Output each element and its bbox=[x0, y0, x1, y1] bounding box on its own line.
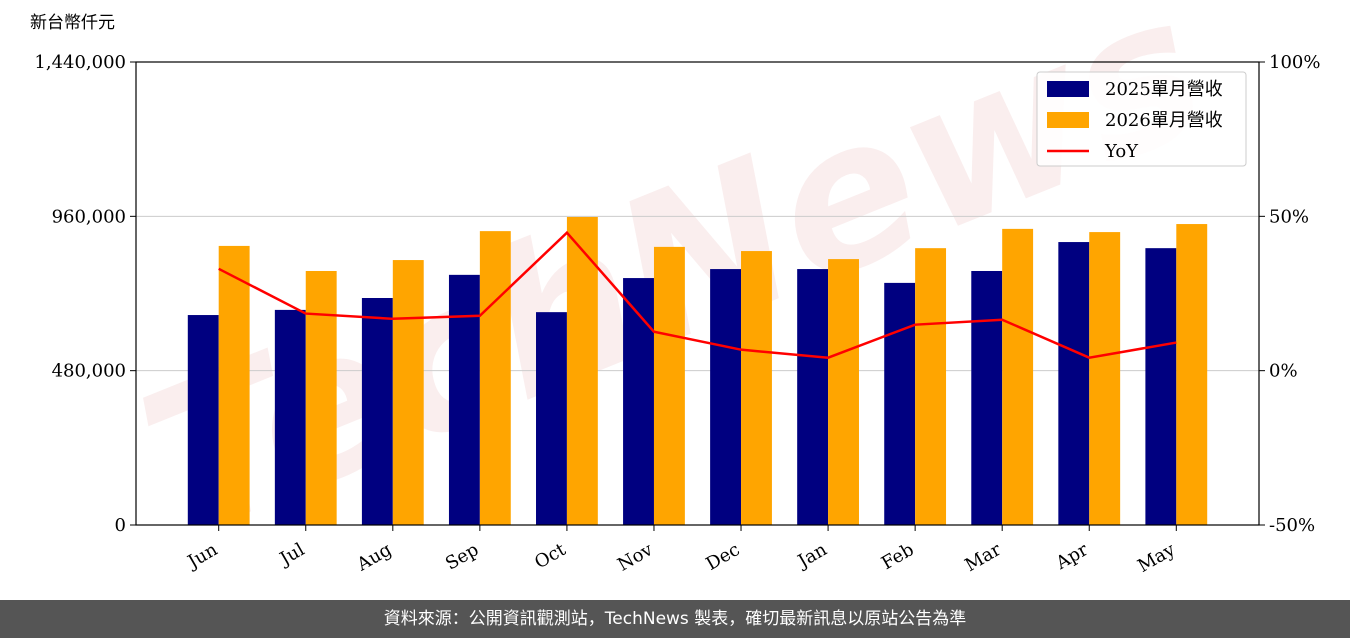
x-tick-label: Nov bbox=[614, 539, 657, 576]
y-tick-label: 0 bbox=[115, 515, 126, 536]
bar bbox=[448, 274, 480, 525]
bar bbox=[653, 246, 685, 525]
bar bbox=[274, 309, 306, 525]
bar bbox=[392, 260, 424, 525]
bar bbox=[566, 216, 598, 526]
bar bbox=[218, 245, 250, 526]
legend-label: 2026單月營收 bbox=[1105, 110, 1223, 131]
y2-tick-label: 50% bbox=[1269, 206, 1309, 227]
bar bbox=[797, 269, 829, 525]
x-tick-label: Sep bbox=[442, 539, 482, 574]
bar bbox=[710, 269, 742, 525]
bar bbox=[1002, 228, 1034, 525]
y-tick-label: 1,440,000 bbox=[34, 52, 126, 73]
legend-swatch bbox=[1047, 81, 1089, 97]
bar bbox=[741, 251, 772, 525]
y-tick-label: 480,000 bbox=[52, 361, 126, 382]
x-tick-label: Feb bbox=[878, 539, 918, 574]
legend-label: 2025單月營收 bbox=[1105, 79, 1223, 100]
x-tick-label: Aug bbox=[353, 539, 396, 576]
bar bbox=[305, 270, 337, 525]
y2-tick-label: 0% bbox=[1269, 361, 1298, 382]
bar bbox=[828, 259, 859, 525]
bar bbox=[361, 298, 393, 525]
legend-label: YoY bbox=[1104, 141, 1139, 162]
x-tick-label: Apr bbox=[1052, 539, 1092, 574]
plot-frame bbox=[135, 61, 1260, 526]
bar bbox=[1145, 248, 1177, 525]
bar bbox=[884, 282, 916, 525]
bar bbox=[971, 270, 1003, 525]
bar bbox=[479, 231, 511, 526]
bar bbox=[1058, 242, 1090, 526]
bar bbox=[1176, 224, 1208, 526]
bar bbox=[623, 278, 654, 525]
yoy-line bbox=[218, 230, 1177, 359]
legend-swatch bbox=[1047, 112, 1089, 128]
y-unit-label: 新台幣仟元 bbox=[30, 13, 115, 33]
bar bbox=[915, 248, 947, 525]
footer: 資料來源：公開資訊觀測站，TechNews 製表，確切最新訊息以原站公告為準 bbox=[0, 600, 1350, 638]
bar bbox=[187, 315, 219, 525]
x-tick-label: May bbox=[1134, 539, 1179, 577]
legend-box bbox=[1036, 71, 1247, 167]
y2-tick-label: -50% bbox=[1269, 515, 1315, 536]
chart: 新台幣仟元 TechNews 0480,000960,0001,440,000-… bbox=[30, 0, 1320, 583]
bar bbox=[536, 312, 567, 525]
x-tick-label: Mar bbox=[961, 539, 1005, 576]
x-tick-label: Dec bbox=[703, 539, 744, 575]
y2-tick-label: 100% bbox=[1269, 52, 1320, 73]
x-tick-label: Jan bbox=[793, 539, 831, 573]
x-tick-label: Oct bbox=[531, 539, 570, 574]
y-tick-label: 960,000 bbox=[52, 206, 126, 227]
bar bbox=[1089, 232, 1121, 525]
